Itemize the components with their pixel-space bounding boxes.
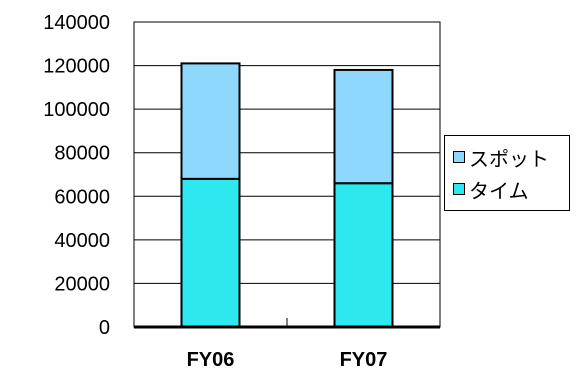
x-category-label: FY07 [340,349,388,371]
legend-item-time: タイム [453,174,529,204]
y-tick-label: 60000 [54,186,110,208]
y-tick-label: 40000 [54,230,110,252]
legend: スポット タイム [444,135,570,211]
y-axis-tick-labels: 0 20000 40000 60000 80000 100000 120000 140000 [43,12,110,339]
bar-segment-time-fy07 [333,182,394,328]
y-tick-label: 140000 [43,12,110,34]
bar-segment-time-fy06 [180,177,241,328]
bar-segment-spot-fy07 [333,68,394,185]
legend-item-spot: スポット [453,142,549,172]
bar-segment-spot-fy06 [180,62,241,180]
y-tick-label: 120000 [43,56,110,78]
legend-swatch-spot [453,151,465,163]
x-category-label: FY06 [187,349,235,371]
y-tick-label: 0 [99,317,110,339]
y-tick-label: 100000 [43,99,110,121]
bars [180,62,394,328]
legend-swatch-time [453,183,465,195]
y-tick-label: 80000 [54,143,110,165]
y-tick-label: 20000 [54,273,110,295]
legend-label-spot: スポット [469,146,549,171]
plot-area [133,21,441,328]
x-axis-category-labels: FY06 FY07 [187,349,388,371]
legend-label-time: タイム [469,178,529,203]
